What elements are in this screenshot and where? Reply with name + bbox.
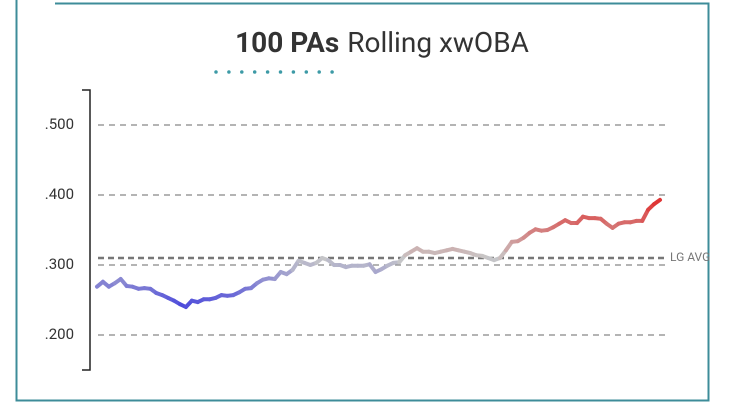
- line-segment: [652, 197, 662, 207]
- y-tick-label: .300: [45, 255, 74, 273]
- y-tick-label: .500: [45, 115, 74, 133]
- title-bold: 100 PAs: [235, 26, 339, 59]
- chart-title: 100 PAs Rolling xwOBA: [235, 26, 529, 59]
- reference-label: LG AVG: [670, 250, 710, 264]
- title-text: Rolling xwOBA: [347, 26, 529, 59]
- y-tick-label: .400: [45, 185, 74, 203]
- line-segment: [640, 207, 651, 223]
- frame: [15, 0, 710, 402]
- y-tick-label: .200: [45, 325, 74, 343]
- y-axis: [82, 89, 91, 371]
